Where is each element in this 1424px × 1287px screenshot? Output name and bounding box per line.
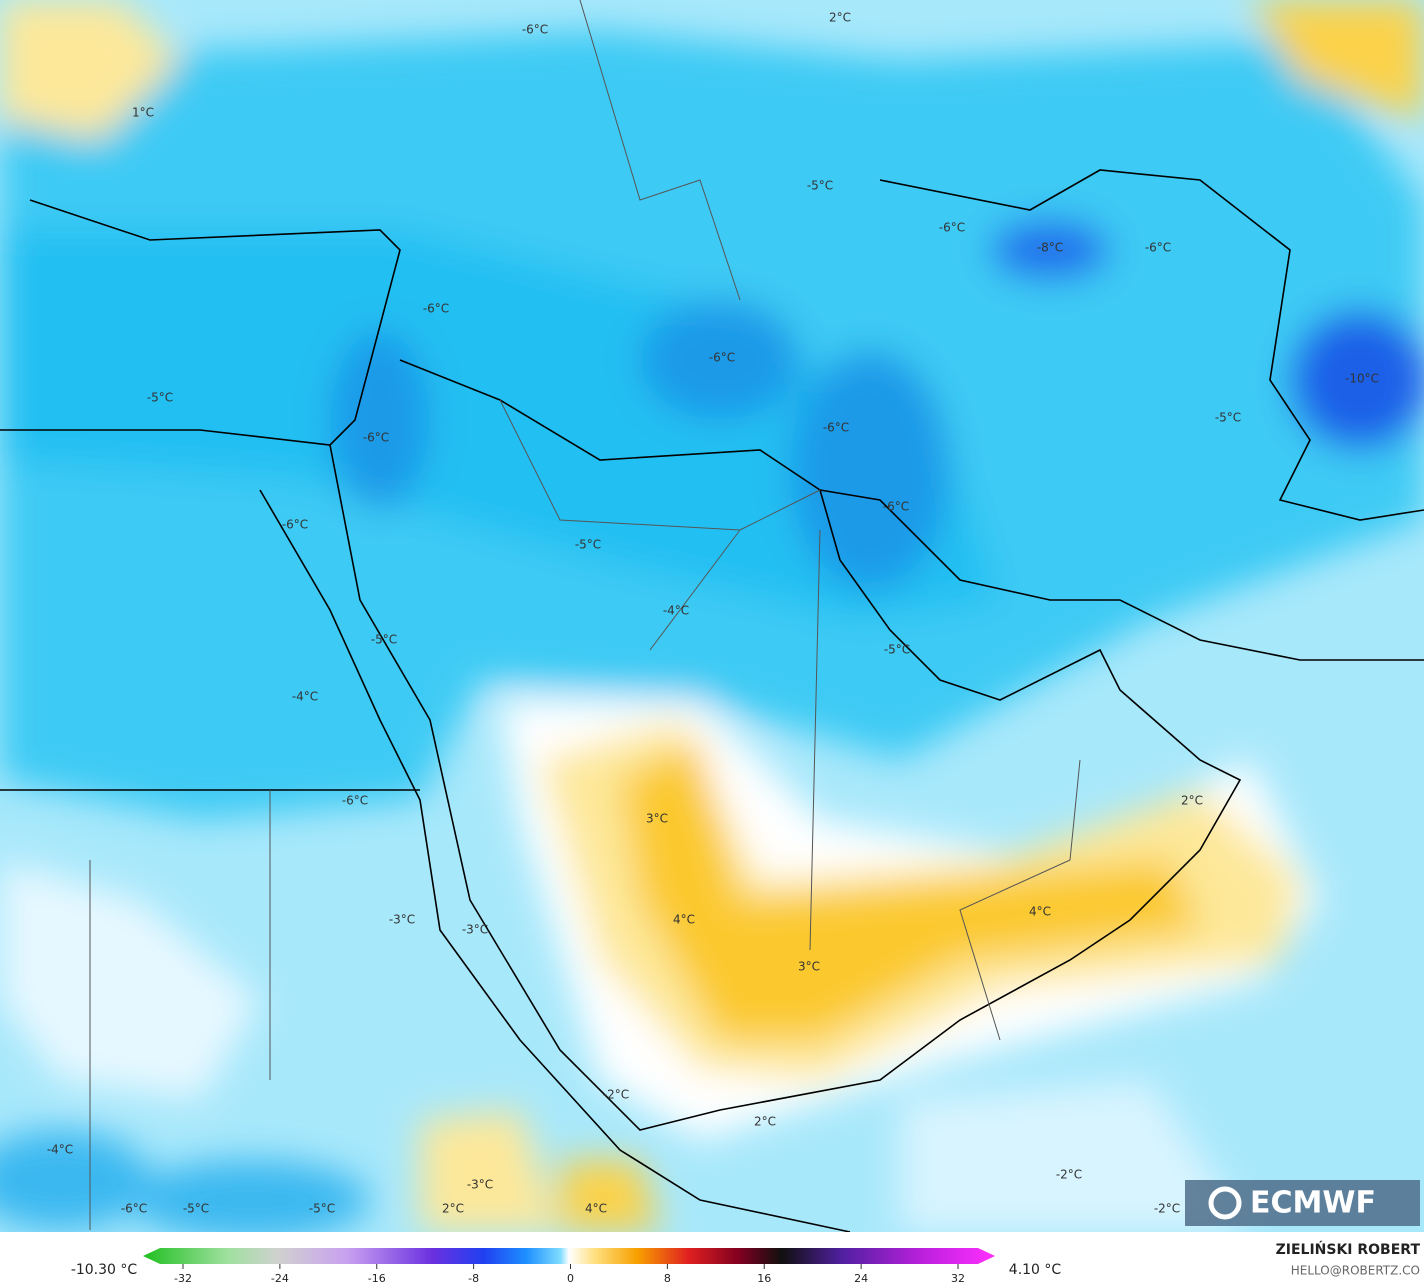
- temperature-label: 2°C: [1181, 794, 1203, 808]
- temperature-label: 4°C: [673, 913, 695, 927]
- colorbar: [143, 1248, 995, 1264]
- temperature-label: -2°C: [603, 1088, 629, 1102]
- temperature-label: -5°C: [147, 391, 173, 405]
- temperature-label: -2°C: [1056, 1168, 1082, 1182]
- colorbar-min: -10.30 °C: [71, 1262, 138, 1278]
- temperature-label: 4°C: [585, 1202, 607, 1216]
- temperature-label: -8°C: [1037, 241, 1063, 255]
- temperature-field: [0, 0, 1424, 1240]
- temperature-label: -6°C: [522, 23, 548, 37]
- temperature-label: -5°C: [1215, 411, 1241, 425]
- logo-text: ECMWF: [1250, 1186, 1376, 1221]
- temperature-label: 1°C: [132, 106, 154, 120]
- coastlines: [0, 169, 1424, 1233]
- temperature-label: 3°C: [646, 812, 668, 826]
- colorbar-tick-label: -32: [174, 1272, 192, 1285]
- temperature-label: 3°C: [798, 960, 820, 974]
- temperature-label: -5°C: [309, 1202, 335, 1216]
- temperature-label: -3°C: [389, 913, 415, 927]
- temperature-label: -6°C: [939, 221, 965, 235]
- temperature-label: 4°C: [1029, 905, 1051, 919]
- temperature-label: -4°C: [292, 690, 318, 704]
- temperature-label: -3°C: [467, 1178, 493, 1192]
- colorbar-max: 4.10 °C: [1009, 1262, 1062, 1278]
- borders: [89, 0, 1081, 1230]
- colorbar-tick-label: 16: [757, 1272, 771, 1285]
- temperature-label: -6°C: [1145, 241, 1171, 255]
- colorbar-tick-label: -24: [271, 1272, 289, 1285]
- temperature-label: -5°C: [884, 643, 910, 657]
- colorbar-tick-label: 8: [664, 1272, 671, 1285]
- temperature-label: -4°C: [663, 604, 689, 618]
- map-labels: -6°C 2°C 1°C -5°C -6°C -8°C -6°C -6°C -6°C -10°C -…: [47, 11, 1379, 1216]
- colorbar-tick-label: 32: [951, 1272, 965, 1285]
- temperature-label: -6°C: [709, 351, 735, 365]
- temperature-label: -5°C: [575, 538, 601, 552]
- temperature-label: -6°C: [121, 1202, 147, 1216]
- logo: ECMWF: [1185, 1180, 1420, 1226]
- logo-icon: [1208, 1186, 1242, 1220]
- colorbar-tick-label: 0: [567, 1272, 574, 1285]
- temperature-label: -5°C: [183, 1202, 209, 1216]
- author: ZIELIŃSKI ROBERT: [1276, 1240, 1421, 1258]
- temperature-label: -6°C: [342, 794, 368, 808]
- temperature-label: -5°C: [371, 633, 397, 647]
- temperature-label: 2°C: [754, 1115, 776, 1129]
- temperature-label: -6°C: [282, 518, 308, 532]
- colorbar-tick-label: -8: [468, 1272, 479, 1285]
- contact: HELLO@ROBERTZ.CO: [1291, 1264, 1420, 1278]
- colorbar-tick-label: 24: [854, 1272, 868, 1285]
- temperature-label: 2°C: [829, 11, 851, 25]
- temperature-label: -10°C: [1345, 372, 1379, 386]
- temperature-label: -6°C: [363, 431, 389, 445]
- temperature-label: 2°C: [442, 1202, 464, 1216]
- temperature-label: -4°C: [47, 1143, 73, 1157]
- temperature-label: -2°C: [1154, 1202, 1180, 1216]
- temperature-label: -6°C: [883, 500, 909, 514]
- temperature-label: -5°C: [807, 179, 833, 193]
- temperature-label: -6°C: [423, 302, 449, 316]
- temperature-label: -3°C: [462, 923, 488, 937]
- colorbar-tick-label: -16: [368, 1272, 386, 1285]
- temperature-label: -6°C: [823, 421, 849, 435]
